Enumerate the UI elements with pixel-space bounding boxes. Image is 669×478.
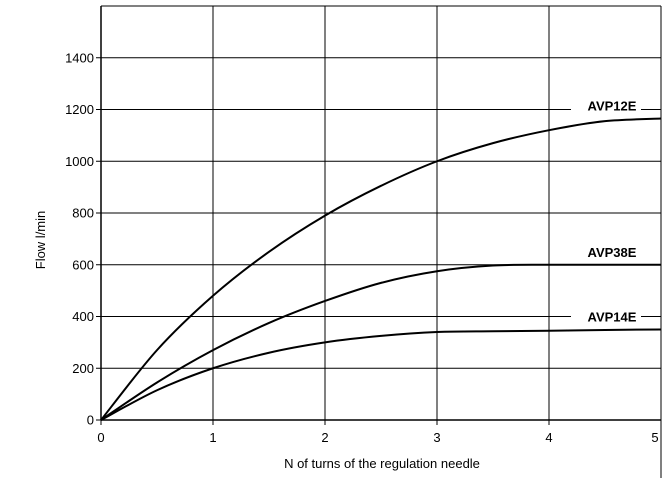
x-tick-label: 4 xyxy=(545,430,552,445)
x-tick-label: 1 xyxy=(209,430,216,445)
series-line-avp12e xyxy=(100,117,662,421)
series-label-avp38e: AVP38E xyxy=(588,245,637,260)
y-tick-label: 600 xyxy=(72,257,94,272)
series-label-avp12e: AVP12E xyxy=(588,99,637,114)
x-tick-label: 0 xyxy=(97,430,104,445)
y-tick-label: 1000 xyxy=(65,154,94,169)
series-label-bg xyxy=(571,309,641,326)
series-line-avp38e xyxy=(100,263,661,421)
x-tick-labels: 0 1 2 3 4 5 xyxy=(97,420,662,445)
series-labels: AVP12E AVP38E AVP14E xyxy=(571,98,641,326)
grid-lines xyxy=(100,5,662,478)
y-tick-label: 1200 xyxy=(65,102,94,117)
x-axis-title: N of turns of the regulation needle xyxy=(284,456,480,471)
series-label-bg xyxy=(571,244,641,261)
y-tick-label: 0 xyxy=(87,413,94,428)
y-tick-label: 800 xyxy=(72,206,94,221)
y-tick-label: 400 xyxy=(72,309,94,324)
y-tick-labels: 0 200 400 600 800 1000 1200 1400 xyxy=(65,50,101,428)
y-tick-label: 200 xyxy=(72,361,94,376)
y-axis-title: Flow l/min xyxy=(33,211,48,270)
x-tick-label: 5 xyxy=(651,430,658,445)
series-label-bg xyxy=(571,98,641,115)
y-tick-label: 1400 xyxy=(65,50,94,65)
series-curves xyxy=(100,117,662,421)
series-line-avp14e xyxy=(100,328,662,421)
x-tick-label: 2 xyxy=(321,430,328,445)
series-label-avp14e: AVP14E xyxy=(588,309,637,324)
x-tick-label: 3 xyxy=(433,430,440,445)
